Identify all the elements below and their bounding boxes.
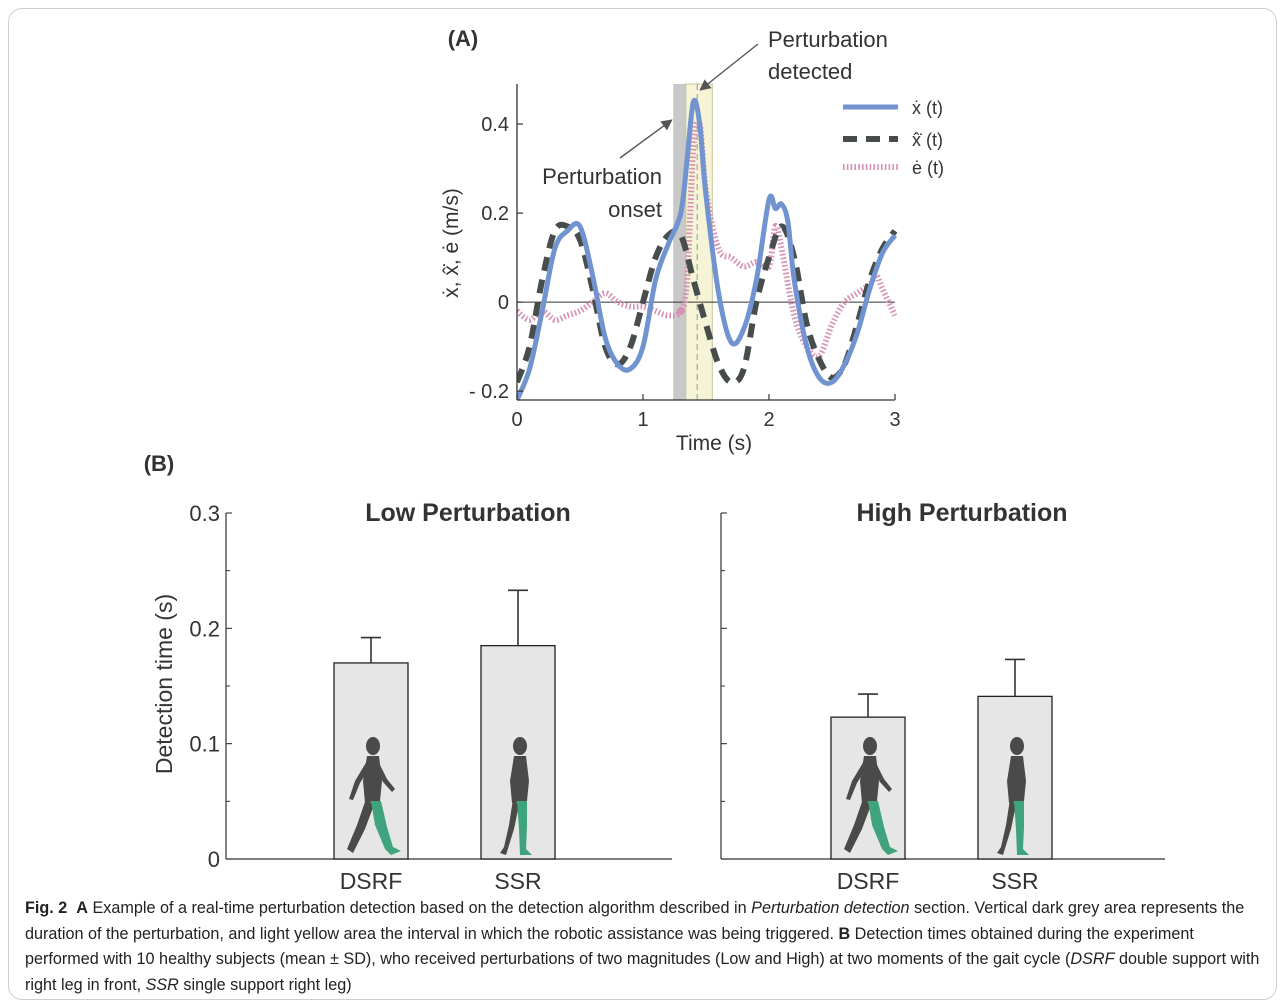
walker-leg-left xyxy=(500,799,519,855)
caption-abbr-dsrf: DSRF xyxy=(1070,950,1115,968)
walker-leg-left xyxy=(347,799,374,853)
legend-label: x̂̇ (t) xyxy=(912,130,943,150)
series-xhat-line xyxy=(517,221,897,386)
caption-fig-label: Fig. 2 xyxy=(25,899,68,917)
bar-subplot: 0 0.1 0.2 0.3 Low Perturbation DSRF SSR xyxy=(189,499,672,894)
y-tick-label-b: 0.3 xyxy=(189,501,220,526)
x-tick-label-a: 1 xyxy=(637,409,648,431)
bar-category-label: DSRF xyxy=(340,868,403,894)
subplot-title: Low Perturbation xyxy=(365,499,571,527)
y-tick-label-a: 0 xyxy=(498,292,509,314)
y-tick-label-b: 0 xyxy=(208,847,220,872)
annotation-onset-line1: Perturbation xyxy=(542,164,662,189)
panel-b-label: (B) xyxy=(144,451,175,476)
walker-icon xyxy=(844,737,898,855)
walker-icon xyxy=(997,737,1029,855)
series-x-line xyxy=(517,97,897,401)
annotations-a: Perturbation onset Perturbation detected xyxy=(542,27,888,222)
caption-part-b-text-3: single support right leg) xyxy=(178,975,352,994)
walker-arm xyxy=(1008,761,1016,799)
y-tick-label-b: 0.1 xyxy=(189,732,220,757)
y-axis-label-b: Detection time (s) xyxy=(151,594,177,774)
walker-arm-back xyxy=(846,761,867,800)
caption-part-b-label: B xyxy=(838,924,851,943)
bar-category-label: DSRF xyxy=(837,868,900,894)
legend-a: ẋ (t) x̂̇ (t) ė (t) xyxy=(843,98,944,178)
panel-a: (A) 0 1 2 3- 0.200.20.4 PerturbationonsetPe… xyxy=(440,26,944,455)
walker-icon xyxy=(347,737,401,855)
caption-part-a-label: A xyxy=(76,899,88,917)
bar-category-label: SSR xyxy=(991,868,1038,894)
axes-a: 0 1 2 3- 0.200.20.4 xyxy=(469,84,901,431)
onset-marker xyxy=(676,306,685,315)
panel-b: (B) Detection time (s) 0 0.1 0.2 0.3 Low Per… xyxy=(144,451,1165,894)
bar-subplot: High Perturbation DSRF SSR xyxy=(720,499,1165,894)
walker-leg-left xyxy=(844,799,871,853)
x-tick-label-a: 3 xyxy=(889,409,900,431)
caption-part-a-text-1: Example of a real-time perturbation dete… xyxy=(87,899,752,917)
walker-arm-front xyxy=(376,761,395,792)
walker-head xyxy=(513,737,527,755)
y-tick-label-a: 0.4 xyxy=(481,114,509,136)
x-tick-label-a: 0 xyxy=(511,409,522,431)
walker-head xyxy=(863,737,877,755)
figure-frame xyxy=(8,8,1277,1000)
subplot-title: High Perturbation xyxy=(856,499,1067,527)
perturbation-span xyxy=(673,84,686,400)
legend-label: ė (t) xyxy=(912,158,944,178)
caption-part-a-text-2: section. Vertical dark grey area represe… xyxy=(25,899,1245,943)
walker-leg-right xyxy=(1014,801,1029,855)
y-tick-label-a: - 0.2 xyxy=(469,381,509,403)
caption-part-a-italic: Perturbation detection xyxy=(751,899,910,917)
walker-arm-front xyxy=(873,761,892,792)
caption-abbr-ssr: SSR xyxy=(145,975,179,994)
y-tick-label-a: 0.2 xyxy=(481,203,509,225)
walker-icon xyxy=(500,737,532,855)
caption-part-b-text-2: double support with right leg in front, xyxy=(25,950,1260,994)
walker-leg-right xyxy=(517,801,532,855)
walker-leg-right xyxy=(868,801,898,855)
bar-category-label: SSR xyxy=(494,868,541,894)
annotation-detected-line1: Perturbation xyxy=(768,27,888,52)
annotation-detected-arrow xyxy=(699,43,759,91)
legend-label: ẋ (t) xyxy=(912,98,943,118)
panel-a-label: (A) xyxy=(448,26,479,51)
walker-head xyxy=(1010,737,1024,755)
x-tick-label-a: 2 xyxy=(763,409,774,431)
annotation-onset-line2: onset xyxy=(608,197,662,222)
annotation-onset-arrow xyxy=(619,119,673,159)
walker-leg-right xyxy=(371,801,401,855)
y-axis-label-a: ẋ, x̂̇, ė (m/s) xyxy=(440,188,463,298)
walker-arm-back xyxy=(349,761,370,800)
walker-leg-left xyxy=(997,799,1016,855)
figure-caption: Fig. 2 A Example of a real-time perturba… xyxy=(25,896,1260,998)
annotation-detected-line2: detected xyxy=(768,59,852,84)
walker-head xyxy=(366,737,380,755)
walker-arm xyxy=(511,761,519,799)
x-axis-label-a: Time (s) xyxy=(676,432,752,455)
y-tick-label-b: 0.2 xyxy=(189,616,220,641)
caption-part-b-text-1: Detection times obtained during the expe… xyxy=(25,924,1194,969)
